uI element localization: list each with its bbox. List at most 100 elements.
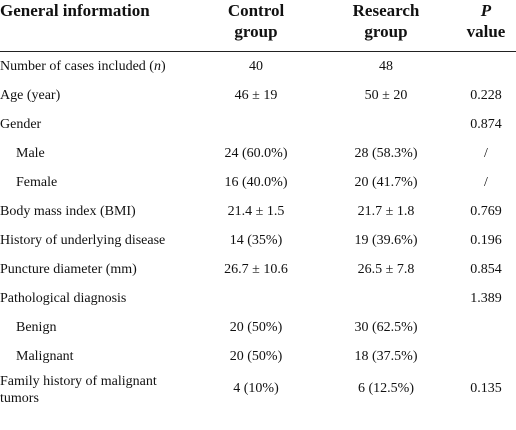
table-cell: 40 xyxy=(196,52,316,82)
cell-text: 46 ± 19 xyxy=(234,88,278,103)
table-cell: 26.7 ± 10.6 xyxy=(196,255,316,284)
table-cell: 0.854 xyxy=(456,255,516,284)
cell-text: 4 (10%) xyxy=(233,381,279,396)
header-text: Control group xyxy=(227,1,285,41)
table-cell: Puncture diameter (mm) xyxy=(0,255,196,284)
cell-text: 20 (41.7%) xyxy=(354,175,418,190)
table-cell: 0.196 xyxy=(456,226,516,255)
table-cell: 18 (37.5%) xyxy=(316,342,456,371)
table-cell: 1.389 xyxy=(456,284,516,313)
table-cell: 20 (50%) xyxy=(196,313,316,342)
cell-text: Female xyxy=(16,175,58,190)
cell-text: Puncture diameter (mm) xyxy=(0,262,137,277)
table-cell: 0.769 xyxy=(456,197,516,226)
table-cell: 0.874 xyxy=(456,110,516,139)
header-cell: General information xyxy=(0,0,196,52)
header-text: General information xyxy=(0,1,150,20)
cell-text: Benign xyxy=(16,320,57,335)
table-cell: 30 (62.5%) xyxy=(316,313,456,342)
table-cell: 0.135 xyxy=(456,371,516,430)
table-cell: 21.4 ± 1.5 xyxy=(196,197,316,226)
header-cell: Control group xyxy=(196,0,316,52)
table-cell: Age (year) xyxy=(0,81,196,110)
table-cell: 24 (60.0%) xyxy=(196,139,316,168)
table-cell xyxy=(196,110,316,139)
cell-text: Family history of malignant tumors xyxy=(0,374,157,406)
cell-text: 28 (58.3%) xyxy=(354,146,418,161)
cell-text: 26.5 ± 7.8 xyxy=(357,262,415,277)
cell-text: Number of cases included ( xyxy=(0,59,154,74)
table-cell: 48 xyxy=(316,52,456,82)
cell-text: 16 (40.0%) xyxy=(224,175,288,190)
table-row: Gender 0.874 xyxy=(0,110,516,139)
table-row: History of underlying disease 14 (35%) 19 … xyxy=(0,226,516,255)
table-cell: Family history of malignant tumors xyxy=(0,371,196,430)
table-cell: Male xyxy=(0,139,196,168)
cell-text: 18 (37.5%) xyxy=(354,349,418,364)
table-cell: Pathological diagnosis xyxy=(0,284,196,313)
cell-text: n xyxy=(153,59,161,74)
table-row: Benign 20 (50%) 30 (62.5%) xyxy=(0,313,516,342)
table-cell: Body mass index (BMI) xyxy=(0,197,196,226)
header-text: Research group xyxy=(352,1,420,41)
table-cell xyxy=(316,110,456,139)
table-cell: 16 (40.0%) xyxy=(196,168,316,197)
table-cell: 20 (50%) xyxy=(196,342,316,371)
cell-text: 26.7 ± 10.6 xyxy=(224,262,288,277)
header-cell: Research group xyxy=(316,0,456,52)
cell-text: 21.4 ± 1.5 xyxy=(227,204,285,219)
table-cell: 14 (35%) xyxy=(196,226,316,255)
cell-text: History of underlying disease xyxy=(0,233,166,248)
cell-text: 20 (50%) xyxy=(229,320,283,335)
table-row: Pathological diagnosis 1.389 xyxy=(0,284,516,313)
cell-text: Age (year) xyxy=(0,88,61,103)
table-row: Number of cases included (n) 40 48 xyxy=(0,52,516,82)
cell-text: / xyxy=(484,146,488,161)
table-row: Age (year) 46 ± 19 50 ± 20 0.228 xyxy=(0,81,516,110)
table-cell: Female xyxy=(0,168,196,197)
header-text: P xyxy=(480,1,492,20)
table-cell: Gender xyxy=(0,110,196,139)
table-cell: 28 (58.3%) xyxy=(316,139,456,168)
cell-text: / xyxy=(484,175,488,190)
cell-text: 0.769 xyxy=(470,204,502,219)
table-cell: 46 ± 19 xyxy=(196,81,316,110)
table-cell: 6 (12.5%) xyxy=(316,371,456,430)
table-cell: 4 (10%) xyxy=(196,371,316,430)
table-cell: / xyxy=(456,168,516,197)
table-row: Male 24 (60.0%) 28 (58.3%) / xyxy=(0,139,516,168)
cell-text: 0.228 xyxy=(470,88,502,103)
cell-text: 0.196 xyxy=(470,233,502,248)
table-cell: 0.228 xyxy=(456,81,516,110)
table-cell: Benign xyxy=(0,313,196,342)
header-text: value xyxy=(466,22,506,41)
table-cell: History of underlying disease xyxy=(0,226,196,255)
cell-text: 19 (39.6%) xyxy=(354,233,418,248)
cell-text: 50 ± 20 xyxy=(364,88,408,103)
table-cell: 50 ± 20 xyxy=(316,81,456,110)
table-cell: 20 (41.7%) xyxy=(316,168,456,197)
table-row: Malignant 20 (50%) 18 (37.5%) xyxy=(0,342,516,371)
table-cell: 26.5 ± 7.8 xyxy=(316,255,456,284)
header-row: General information Control group Research… xyxy=(0,0,516,52)
cell-text: 24 (60.0%) xyxy=(224,146,288,161)
cell-text: Body mass index (BMI) xyxy=(0,204,136,219)
table-row: Female 16 (40.0%) 20 (41.7%) / xyxy=(0,168,516,197)
cell-text: 0.854 xyxy=(470,262,502,277)
table-cell xyxy=(316,284,456,313)
table-cell: Number of cases included (n) xyxy=(0,52,196,82)
cell-text: Malignant xyxy=(16,349,74,364)
table-cell: / xyxy=(456,139,516,168)
cell-text: 30 (62.5%) xyxy=(354,320,418,335)
table-row: Family history of malignant tumors 4 (10%… xyxy=(0,371,516,430)
cell-text: 40 xyxy=(249,59,263,74)
table-row: Body mass index (BMI) 21.4 ± 1.5 21.7 ± 1.… xyxy=(0,197,516,226)
table-cell xyxy=(196,284,316,313)
cell-text: Male xyxy=(16,146,45,161)
table-cell xyxy=(456,342,516,371)
cell-text: Pathological diagnosis xyxy=(0,291,127,306)
cell-text: 48 xyxy=(379,59,393,74)
